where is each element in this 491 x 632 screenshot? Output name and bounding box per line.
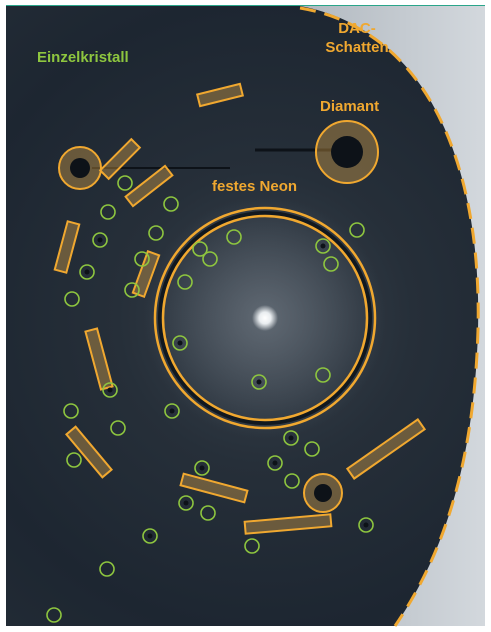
- crystal-reflection-circle: [200, 505, 216, 521]
- arc-segment: [84, 327, 114, 391]
- reflection-dot: [97, 237, 103, 243]
- crystal-reflection-circle: [66, 452, 82, 468]
- crystal-reflection-circle: [92, 232, 108, 248]
- crystal-reflection-circle: [100, 204, 116, 220]
- crystal-reflection-circle: [142, 528, 158, 544]
- crystal-reflection-circle: [358, 517, 374, 533]
- arc-segment: [179, 472, 249, 504]
- neon-ring-inner: [161, 214, 369, 422]
- crystal-reflection-circle: [124, 282, 140, 298]
- arc-segment: [64, 425, 114, 479]
- neon-ring-dark: [158, 211, 372, 425]
- reflection-dot: [84, 269, 90, 275]
- arc-segment: [124, 164, 174, 208]
- reflection-dot: [169, 408, 175, 414]
- label-dac-shadow-line1: DAC-: [338, 20, 376, 37]
- reflection-dot: [320, 243, 326, 249]
- crystal-reflection-circle: [63, 403, 79, 419]
- crystal-reflection-circle: [315, 367, 331, 383]
- crystal-reflection-circle: [164, 403, 180, 419]
- crystal-reflection-circle: [172, 335, 188, 351]
- crystal-reflection-circle: [283, 430, 299, 446]
- arc-segment: [98, 137, 142, 181]
- crystal-reflections: [46, 175, 374, 623]
- neon-ring-outer: [153, 206, 377, 430]
- reflection-dot: [272, 460, 278, 466]
- reflection-dots: [84, 237, 369, 539]
- dac-shadow-boundary: [299, 6, 480, 627]
- diamond-reflection: [70, 158, 90, 178]
- reflection-dot: [199, 465, 205, 471]
- reflection-dot: [183, 500, 189, 506]
- reflection-dot: [256, 379, 262, 385]
- crystal-reflection-circle: [64, 291, 80, 307]
- crystal-reflection-circle: [349, 222, 365, 238]
- arc-segment: [131, 249, 161, 299]
- label-dac-shadow-line2: Schatten: [325, 39, 388, 56]
- crystal-reflection-circle: [178, 495, 194, 511]
- crystal-reflection-circle: [177, 274, 193, 290]
- label-single-crystal: Einzelkristall: [37, 49, 129, 66]
- crystal-reflection-circle: [192, 241, 208, 257]
- crystal-reflection-circle: [194, 460, 210, 476]
- crystal-reflection-circle: [99, 561, 115, 577]
- reflection-dot: [177, 340, 183, 346]
- arc-segments: [53, 82, 427, 535]
- label-diamond: Diamant: [320, 98, 379, 115]
- crystal-reflection-circle: [202, 251, 218, 267]
- diamond-reflection: [331, 136, 363, 168]
- crystal-reflection-circle: [163, 196, 179, 212]
- crystal-reflection-circle: [244, 538, 260, 554]
- reflection-dot: [363, 522, 369, 528]
- arc-segment: [53, 220, 81, 274]
- arc-segment: [195, 82, 245, 108]
- reflection-dot: [147, 533, 153, 539]
- crystal-reflection-circle: [148, 225, 164, 241]
- crystal-reflection-circle: [79, 264, 95, 280]
- crystal-reflection-circle: [134, 251, 150, 267]
- crystal-reflection-circle: [117, 175, 133, 191]
- crystal-reflection-circle: [226, 229, 242, 245]
- crystal-reflection-circle: [267, 455, 283, 471]
- crystal-reflection-circle: [284, 473, 300, 489]
- crystal-reflection-circle: [304, 441, 320, 457]
- arc-segment: [243, 513, 333, 535]
- arc-segment: [345, 418, 427, 480]
- reflection-dot: [288, 435, 294, 441]
- primary-beam: [252, 305, 278, 331]
- crystal-reflection-circle: [46, 607, 62, 623]
- crystal-reflection-circle: [110, 420, 126, 436]
- crystal-reflection-circle: [251, 374, 267, 390]
- diamond-reflection: [314, 484, 332, 502]
- reflection-dot: [107, 387, 113, 393]
- crystal-reflection-circle: [323, 256, 339, 272]
- label-solid-neon: festes Neon: [212, 178, 297, 195]
- crystal-reflection-circle: [102, 382, 118, 398]
- crystal-reflection-circle: [315, 238, 331, 254]
